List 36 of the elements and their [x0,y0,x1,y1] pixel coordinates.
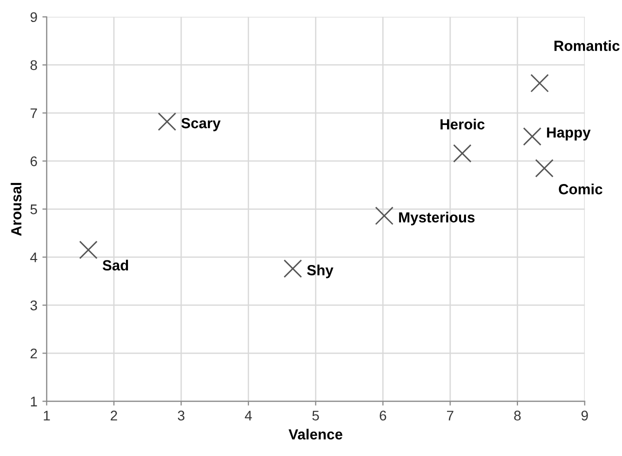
annotation: Shy [307,264,334,278]
x-tick-label: 8 [514,410,521,421]
x-tick-label: 7 [447,410,454,420]
point [375,206,394,226]
y-tick-label: 3 [30,300,38,310]
point [79,240,98,260]
point [530,74,549,92]
y-tick-label: 7 [30,108,37,118]
y-axis-title: Arousal [10,182,22,236]
y-tick-label: 1 [30,396,37,406]
y-tick-label: 2 [30,348,37,358]
x-tick-label: 3 [178,410,184,421]
x-tick-label: 1 [44,410,50,420]
y-tick-label: 4 [30,252,38,262]
x-tick-label: 5 [312,410,319,421]
point [284,259,302,278]
annotation: Mysterious [399,212,475,226]
x-axis-title: Valence [288,428,342,440]
x-tick-label: 2 [110,410,118,420]
y-tick-label: 8 [30,60,38,70]
point [535,159,554,178]
x-tick-label: 9 [581,410,588,421]
annotation: Scary [181,118,221,132]
x-tick-label: 4 [244,410,252,420]
y-tick-label: 9 [30,12,37,22]
annotation: Happy [547,127,591,141]
point [158,112,176,131]
y-tick-label: 6 [30,156,38,166]
y-tick-label: 5 [30,204,38,214]
annotation: Romantic [554,40,620,51]
x-tick-label: 6 [380,410,386,421]
annotation: Comic [558,184,602,194]
annotation: Sad [102,260,128,270]
point [523,127,542,146]
annotation: Heroic [440,118,485,130]
point [453,144,472,163]
